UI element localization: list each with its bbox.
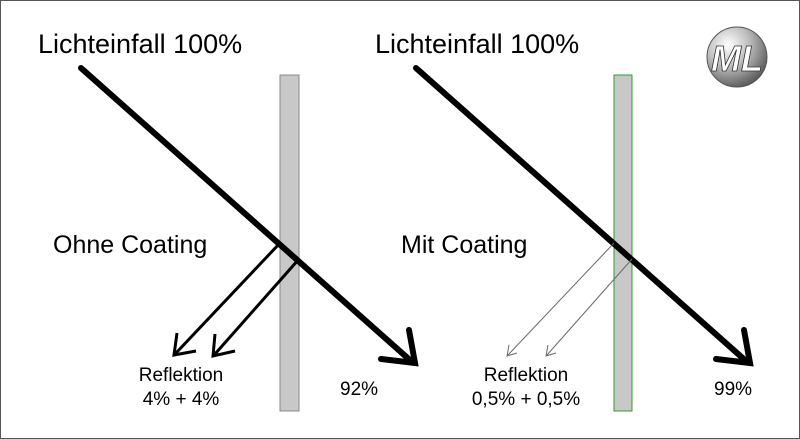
reflection-title-right: Reflektion: [483, 365, 569, 386]
incident-label-right: Lichteinfall 100%: [375, 29, 580, 59]
reflected-arrow-head-back-coated: [545, 344, 557, 357]
reflection-title-left: Reflektion: [138, 365, 224, 386]
transmission-value-right: 99%: [714, 379, 753, 400]
incident-label-left: Lichteinfall 100%: [38, 29, 243, 59]
reflected-beam-back: [213, 258, 301, 355]
reflected-beam-front: [174, 241, 282, 355]
transmission-value-left: 92%: [340, 379, 379, 400]
reflection-value-right: 0,5% + 0,5%: [471, 389, 581, 410]
reflected-beam-front-coated: [507, 242, 615, 356]
incident-beam: [78, 65, 414, 364]
reflected-beam-back-coated: [546, 258, 633, 356]
reflected-arrow-head-front: [172, 332, 197, 357]
transmitted-arrow-head-coated: [713, 327, 754, 367]
type-label-right: Mit Coating: [401, 231, 528, 259]
reflected-arrow-head-front-coated: [506, 344, 518, 357]
glass-pane-uncoated: [279, 74, 300, 412]
reflected-arrow-head-back: [211, 333, 236, 358]
incident-beam-coated: [413, 65, 749, 364]
svg-text:ML: ML: [711, 38, 763, 79]
type-label-left: Ohne Coating: [53, 231, 208, 259]
ml-logo-icon: ML: [706, 26, 768, 88]
transmitted-arrow-head: [378, 327, 419, 367]
reflection-value-left: 4% + 4%: [142, 389, 220, 410]
